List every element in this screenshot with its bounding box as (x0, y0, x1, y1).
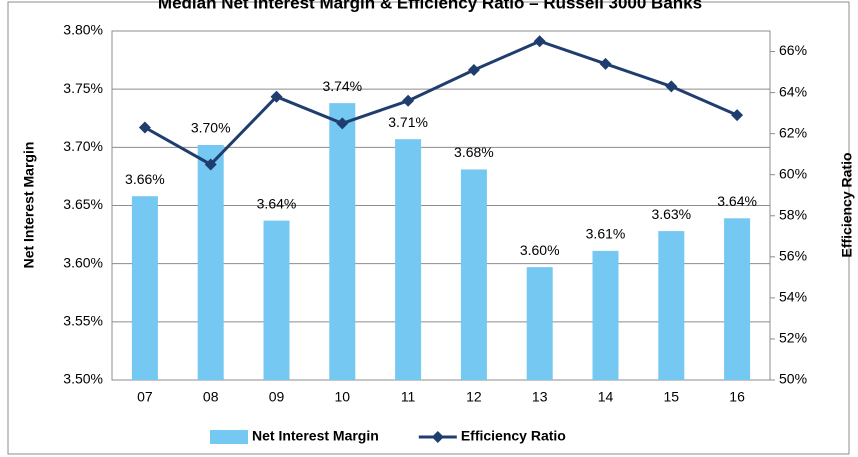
x-tick-label: 07 (137, 389, 153, 405)
legend-swatch (431, 431, 444, 443)
line-marker (467, 64, 480, 77)
line-marker (731, 109, 744, 122)
data-label: 3.63% (651, 206, 691, 222)
y2-tick-label: 64% (779, 83, 807, 99)
data-label: 3.66% (125, 171, 165, 187)
y-tick-label: 3.80% (63, 22, 103, 38)
bar (724, 218, 751, 380)
line-marker (270, 90, 283, 103)
x-tick-label: 14 (598, 389, 614, 405)
x-tick-label: 08 (203, 389, 219, 405)
x-tick-label: 16 (729, 389, 745, 405)
data-label: 3.64% (257, 195, 297, 211)
y2-tick-label: 50% (779, 371, 807, 387)
y-tick-label: 3.55% (63, 313, 103, 329)
data-label: 3.68% (454, 144, 494, 160)
data-label: 3.64% (717, 193, 757, 209)
bar (526, 267, 553, 380)
y-tick-label: 3.75% (63, 80, 103, 96)
line-marker (533, 35, 546, 48)
x-tick-label: 11 (401, 389, 416, 405)
x-tick-label: 12 (466, 389, 482, 405)
line-marker (138, 121, 151, 134)
line-marker (336, 117, 349, 130)
y2-tick-label: 58% (779, 206, 807, 222)
line (144, 39, 738, 167)
data-label: 3.71% (388, 114, 428, 130)
line-marker (204, 158, 217, 171)
y2-tick-label: 52% (779, 330, 807, 346)
legend-label: Efficiency Ratio (461, 428, 566, 444)
bar (658, 231, 685, 380)
x-tick-label: 09 (269, 389, 285, 405)
data-label: 3.74% (322, 78, 362, 94)
chart-frame (7, 1, 850, 455)
line-marker (665, 80, 678, 93)
y2-tick-label: 62% (779, 124, 807, 140)
data-label: 3.61% (586, 226, 626, 242)
y-tick-label: 3.65% (63, 196, 103, 212)
bar (131, 196, 158, 380)
legend-swatch (210, 430, 248, 444)
x-tick-label: 13 (532, 389, 548, 405)
bar (197, 145, 224, 380)
data-label: 3.60% (520, 242, 560, 258)
y2-tick-label: 60% (779, 165, 807, 181)
y2-tick-label: 54% (779, 289, 807, 305)
chart-title: Median Net Interest Margin & Efficiency … (158, 0, 702, 12)
legend-label: Net Interest Margin (252, 428, 379, 444)
line-marker (402, 94, 415, 107)
bar (460, 169, 487, 380)
y-axis-title: Net Interest Margin (21, 142, 37, 269)
bar (395, 139, 422, 380)
x-tick-label: 15 (664, 389, 680, 405)
x-tick-label: 10 (335, 389, 351, 405)
y-tick-label: 3.50% (63, 371, 103, 387)
y-tick-label: 3.60% (63, 254, 103, 270)
bar (263, 220, 290, 380)
y-tick-label: 3.70% (63, 138, 103, 154)
data-label: 3.70% (191, 120, 231, 136)
plot-frame (111, 30, 771, 381)
line-marker (599, 57, 612, 70)
y2-tick-label: 56% (779, 248, 807, 264)
y2-tick-label: 66% (779, 42, 807, 58)
bar (592, 250, 619, 380)
y2-axis-title: Efficiency Ratio (839, 152, 855, 257)
bar (329, 103, 356, 381)
